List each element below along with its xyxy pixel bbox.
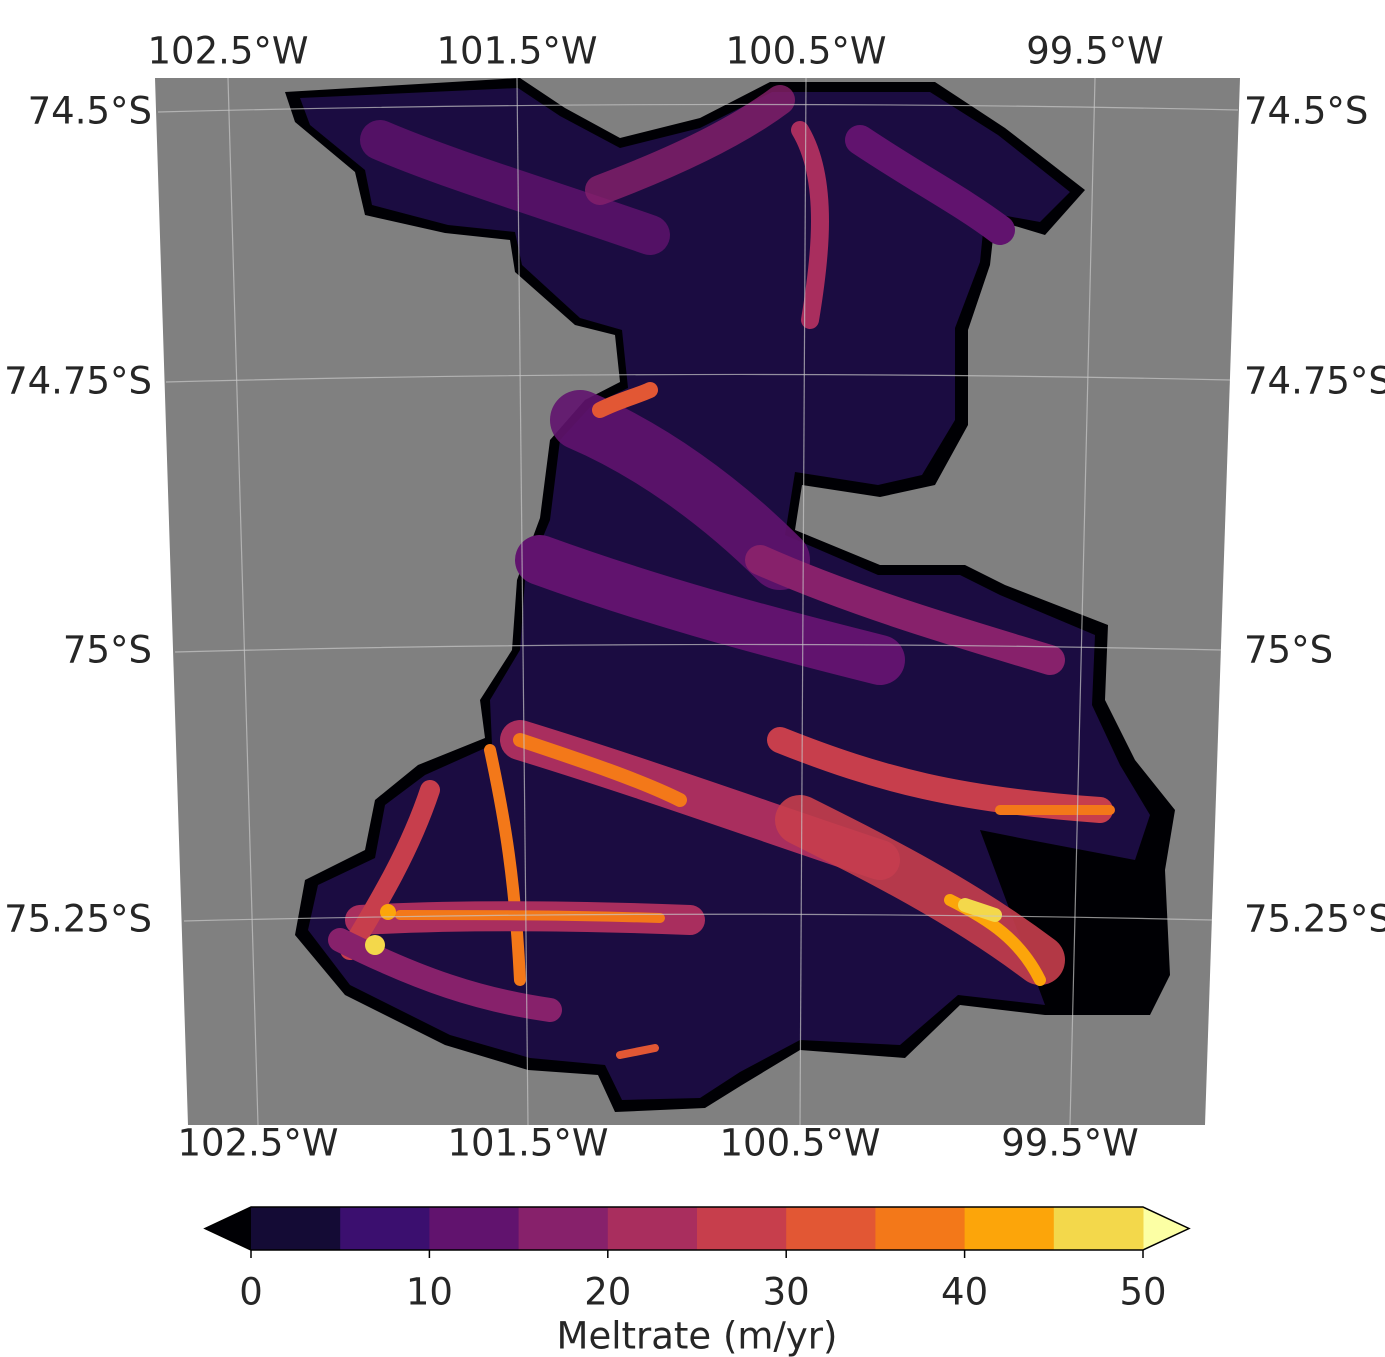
colorbar-segment: [429, 1207, 519, 1250]
top-lon-label: 100.5°W: [725, 30, 886, 73]
colorbar-segment: [251, 1207, 341, 1250]
bottom-lon-label: 99.5°W: [1001, 1122, 1138, 1165]
top-lon-label: 101.5°W: [436, 30, 597, 73]
colorbar: 0 10 20 30 40 50: [205, 1207, 1189, 1314]
left-lat-label: 74.5°S: [28, 90, 152, 133]
colorbar-tick-label: 10: [406, 1271, 453, 1314]
map-figure: 102.5°W 101.5°W 100.5°W 99.5°W 102.5°W 1…: [0, 0, 1385, 1357]
colorbar-label: Meltrate (m/yr): [557, 1315, 838, 1357]
left-lat-label: 74.75°S: [4, 360, 152, 403]
colorbar-tick-label: 20: [584, 1271, 631, 1314]
bottom-lon-label: 100.5°W: [719, 1122, 880, 1165]
colorbar-tick-label: 50: [1119, 1271, 1166, 1314]
colorbar-segment: [786, 1207, 876, 1250]
colorbar-segment: [1054, 1207, 1144, 1250]
right-lat-label: 74.5°S: [1244, 90, 1368, 133]
right-lat-label: 75.25°S: [1244, 898, 1385, 941]
top-lon-label: 99.5°W: [1026, 30, 1163, 73]
colorbar-segment: [875, 1207, 965, 1250]
colorbar-segment: [340, 1207, 430, 1250]
colorbar-tick-label: 30: [763, 1271, 810, 1314]
colorbar-under: [205, 1207, 251, 1250]
colorbar-segment: [697, 1207, 787, 1250]
left-lat-label: 75°S: [63, 629, 152, 672]
colorbar-tick-label: 40: [941, 1271, 988, 1314]
colorbar-tick-label: 0: [239, 1271, 263, 1314]
colorbar-over: [1143, 1207, 1189, 1250]
colorbar-segment: [519, 1207, 609, 1250]
bottom-lon-label: 102.5°W: [177, 1122, 338, 1165]
colorbar-segment: [608, 1207, 698, 1250]
left-lat-label: 75.25°S: [4, 898, 152, 941]
colorbar-segment: [965, 1207, 1055, 1250]
bottom-lon-label: 101.5°W: [447, 1122, 608, 1165]
right-lat-label: 75°S: [1244, 629, 1333, 672]
top-lon-label: 102.5°W: [147, 30, 308, 73]
right-lat-label: 74.75°S: [1244, 360, 1385, 403]
